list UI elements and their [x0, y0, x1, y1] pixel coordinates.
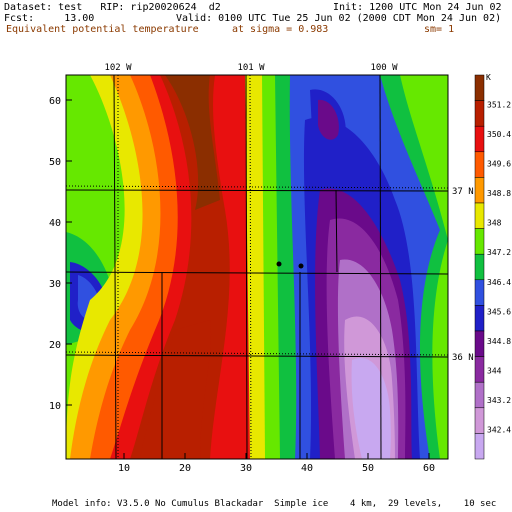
- legend-swatch: [474, 202, 485, 229]
- legend-unit-label: K: [486, 73, 491, 82]
- longitude-label: 102 W: [104, 63, 132, 73]
- legend-swatch: [474, 228, 485, 255]
- latlon-grid: [65, 74, 449, 460]
- dataset-label: Dataset: test RIP: rip20020624 d2: [4, 2, 221, 13]
- color-legend: [474, 74, 485, 460]
- model-info-label: Model info: V3.5.0 No Cumulus Blackadar …: [52, 499, 497, 509]
- legend-level-label: 344: [487, 366, 502, 375]
- station-dot: [298, 263, 304, 269]
- legend-swatch: [474, 433, 485, 460]
- county-boundaries: [65, 74, 449, 460]
- legend-level-label: 348: [487, 219, 502, 228]
- legend-level-label: 346.4: [487, 278, 511, 287]
- latitude-label: 36 N: [452, 353, 474, 363]
- legend-swatch: [474, 100, 485, 127]
- legend-level-label: 349.6: [487, 160, 511, 169]
- contour-field: [66, 75, 448, 459]
- longitude-label: 100 W: [370, 63, 398, 73]
- y-tick-label: 30: [49, 279, 61, 290]
- legend-level-label: 345.6: [487, 307, 511, 316]
- x-tick-label: 40: [301, 463, 313, 474]
- valid-time-label: Valid: 0100 UTC Tue 25 Jun 02 (2000 CDT …: [176, 13, 502, 24]
- legend-swatch: [474, 151, 485, 178]
- x-tick-label: 60: [423, 463, 435, 474]
- plot-frame: [65, 74, 449, 460]
- legend-level-label: 344.8: [487, 337, 511, 346]
- y-tick-label: 50: [49, 157, 61, 168]
- axis-ticks: [66, 99, 430, 459]
- y-tick-label: 60: [49, 96, 61, 107]
- legend-swatch: [474, 253, 485, 281]
- legend-swatch: [474, 74, 485, 101]
- legend-level-label: 342.4: [487, 425, 511, 434]
- latitude-label: 37 N: [452, 187, 474, 197]
- smoothing-label: sm= 1: [424, 24, 455, 35]
- legend-level-label: 351.2: [487, 101, 511, 110]
- init-time-label: Init: 1200 UTC Mon 24 Jun 02: [333, 2, 502, 13]
- sigma-level-label: at sigma = 0.983: [232, 24, 329, 35]
- y-tick-label: 40: [49, 218, 61, 229]
- legend-level-label: 348.8: [487, 189, 511, 198]
- x-tick-label: 50: [362, 463, 374, 474]
- station-dot: [276, 261, 282, 267]
- y-tick-label: 20: [49, 340, 61, 351]
- x-tick-label: 20: [179, 463, 191, 474]
- legend-swatch: [474, 330, 485, 357]
- legend-swatch: [474, 356, 485, 383]
- legend-swatch: [474, 125, 485, 153]
- legend-swatch: [474, 177, 485, 204]
- y-tick-label: 10: [49, 401, 61, 412]
- legend-level-label: 350.4: [487, 130, 511, 139]
- x-tick-label: 10: [118, 463, 130, 474]
- legend-swatch: [474, 279, 485, 306]
- longitude-label: 101 W: [237, 63, 265, 73]
- forecast-hour-label: Fcst: 13.00: [4, 13, 95, 24]
- legend-swatch: [474, 381, 485, 409]
- x-tick-label: 30: [240, 463, 252, 474]
- legend-level-label: 347.2: [487, 248, 511, 257]
- legend-swatch: [474, 407, 485, 434]
- legend-level-label: 343.2: [487, 396, 511, 405]
- field-name-label: Equivalent potential temperature: [6, 24, 199, 35]
- legend-swatch: [474, 305, 485, 332]
